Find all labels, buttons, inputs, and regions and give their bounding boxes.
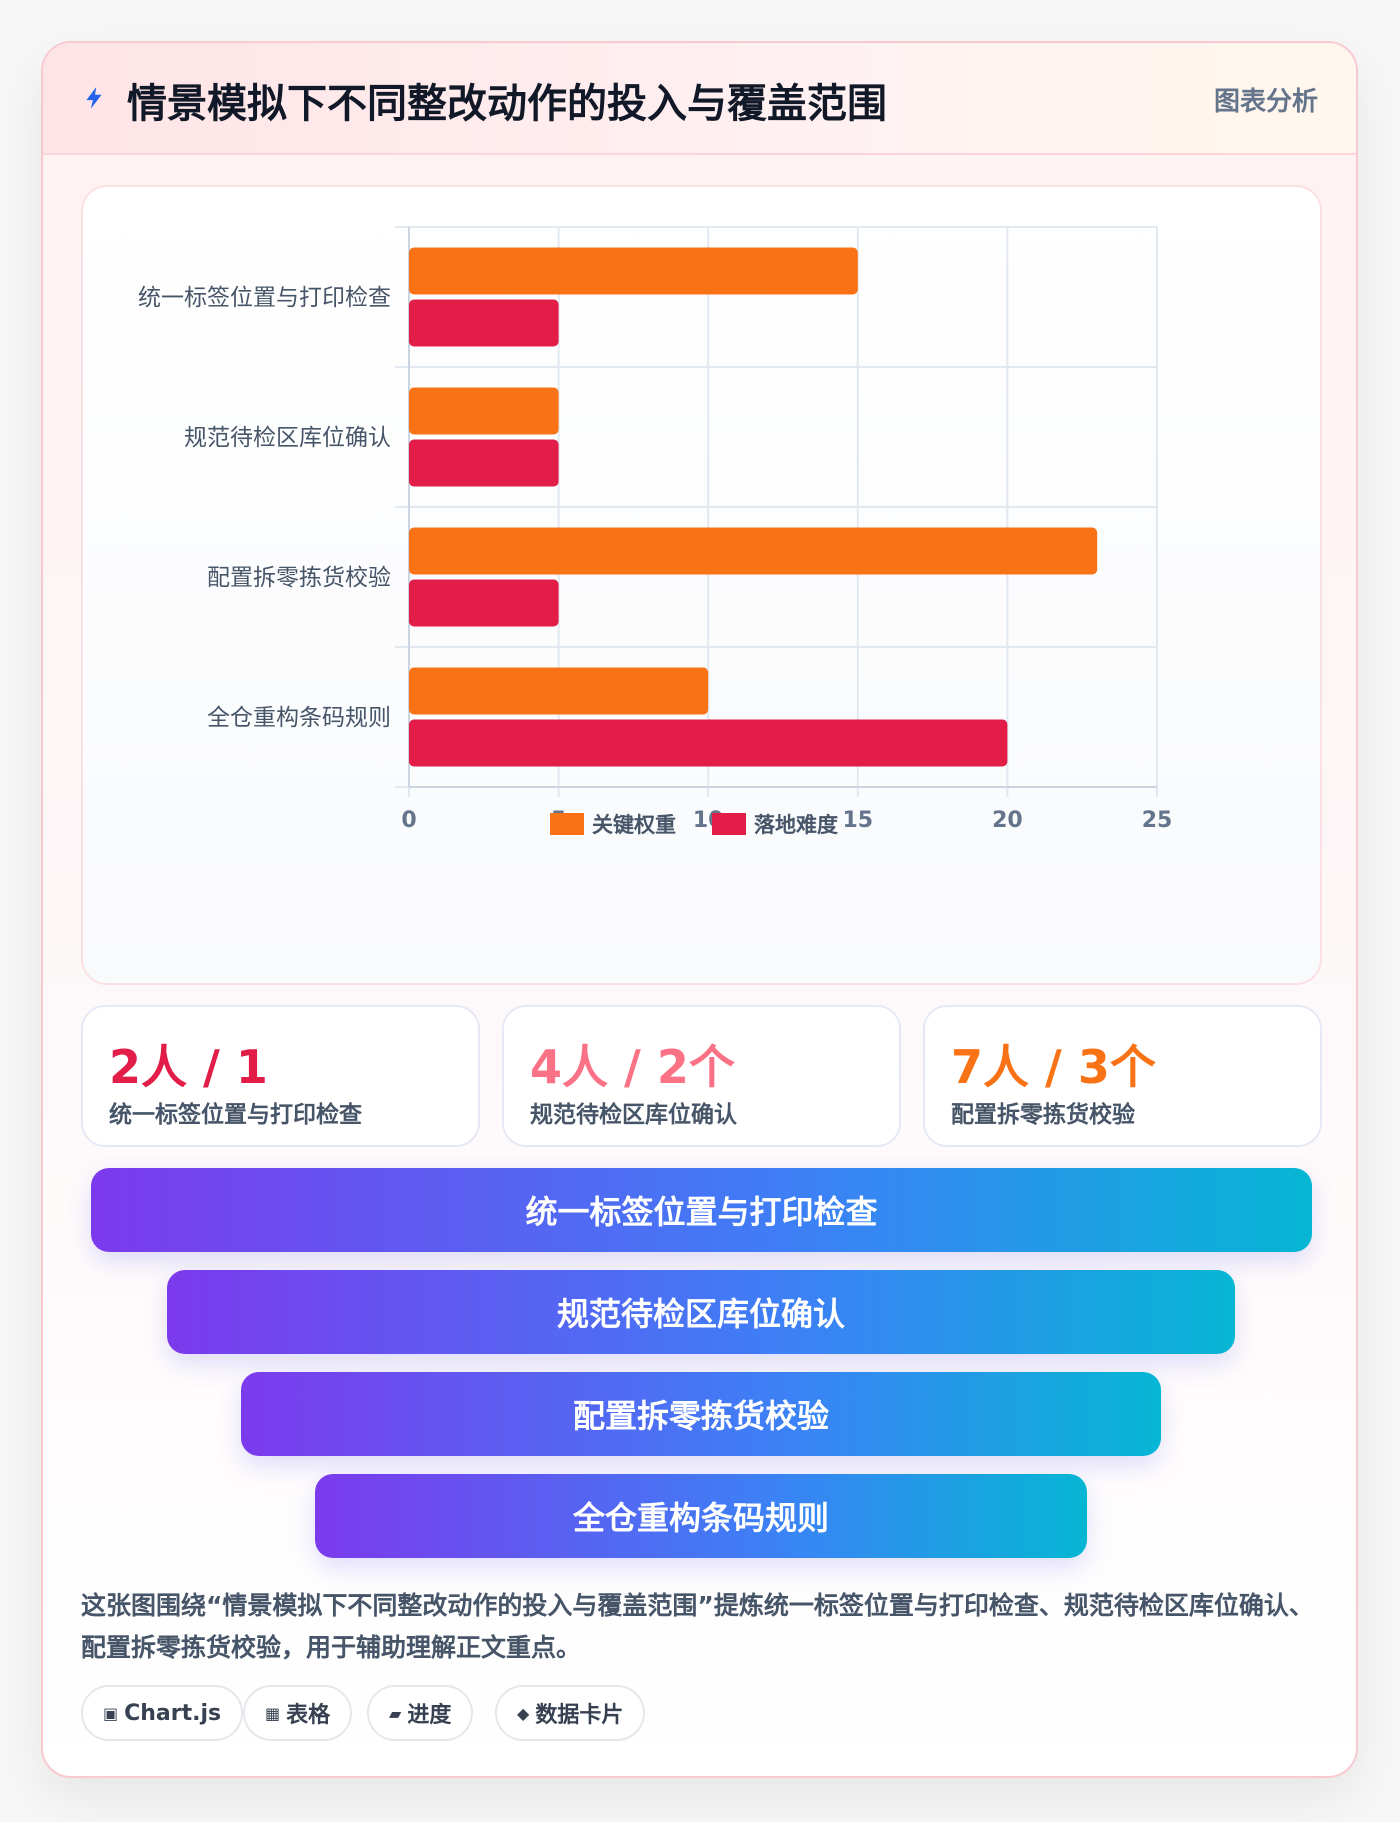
bar (409, 247, 858, 295)
chart-icon: ▣ (103, 1703, 119, 1723)
x-tick-label: 20 (992, 808, 1023, 833)
funnel-step: 全仓重构条码规则 (315, 1474, 1087, 1558)
y-tick-label: 配置拆零拣货校验 (207, 565, 391, 591)
stat-card: 2人 / 1 统一标签位置与打印检查 (81, 1005, 480, 1147)
legend-label: 关键权重 (592, 813, 676, 837)
progress-icon: ▰ (389, 1703, 402, 1723)
bar (409, 439, 559, 487)
summary-text: 这张图围绕“情景模拟下不同整改动作的投入与覆盖范围”提炼统一标签位置与打印检查、… (81, 1591, 1314, 1662)
bar (409, 527, 1098, 575)
x-tick-label: 15 (842, 808, 873, 833)
data-card-icon: ◆ (517, 1703, 530, 1723)
card-header: 情景模拟下不同整改动作的投入与覆盖范围 图表分析 (43, 43, 1356, 155)
chart-card: 情景模拟下不同整改动作的投入与覆盖范围 图表分析 0510152025统一标签位… (41, 41, 1358, 1778)
lightning-icon (86, 87, 102, 109)
stat-cards: 2人 / 1 统一标签位置与打印检查 4人 / 2个 规范待检区库位确认 7人 … (81, 1005, 1322, 1147)
tag-label: 数据卡片 (535, 1703, 624, 1728)
tag-label: Chart.js (124, 1700, 222, 1726)
bar-chart: 0510152025统一标签位置与打印检查规范待检区库位确认配置拆零拣货校验全仓… (138, 226, 1173, 837)
bar (409, 579, 559, 627)
table-icon: ▦ (265, 1703, 281, 1723)
y-tick-label: 统一标签位置与打印检查 (138, 285, 391, 311)
funnel-step: 规范待检区库位确认 (167, 1270, 1235, 1354)
stat-label: 统一标签位置与打印检查 (109, 1102, 362, 1128)
y-tick-label: 规范待检区库位确认 (184, 425, 391, 451)
tag-data-card[interactable]: ◆ 数据卡片 (495, 1685, 646, 1741)
tag-table[interactable]: ▦ 表格 (243, 1685, 353, 1741)
page-title: 情景模拟下不同整改动作的投入与覆盖范围 (127, 81, 887, 127)
tag-chartjs[interactable]: ▣ Chart.js (81, 1685, 244, 1741)
stat-card: 4人 / 2个 规范待检区库位确认 (502, 1005, 901, 1147)
legend-swatch (712, 813, 746, 835)
y-tick-label: 全仓重构条码规则 (207, 705, 391, 731)
bar (409, 299, 559, 347)
stat-card: 7人 / 3个 配置拆零拣货校验 (923, 1005, 1322, 1147)
tag-label: 表格 (286, 1703, 331, 1728)
stat-label: 规范待检区库位确认 (530, 1102, 737, 1128)
stat-value: 2人 / 1 (109, 1040, 268, 1094)
legend-label: 落地难度 (754, 813, 838, 837)
tag-label: 进度 (407, 1703, 452, 1728)
stat-value: 7人 / 3个 (951, 1040, 1156, 1094)
stat-value: 4人 / 2个 (530, 1040, 735, 1094)
chart-analysis-label: 图表分析 (1213, 87, 1318, 117)
funnel-step: 统一标签位置与打印检查 (91, 1168, 1312, 1252)
x-tick-label: 0 (401, 808, 416, 833)
x-tick-label: 25 (1142, 808, 1173, 833)
bar (409, 667, 709, 715)
chart-panel: 0510152025统一标签位置与打印检查规范待检区库位确认配置拆零拣货校验全仓… (81, 185, 1322, 985)
legend-swatch (550, 813, 584, 835)
stat-label: 配置拆零拣货校验 (951, 1102, 1135, 1128)
funnel-step: 配置拆零拣货校验 (241, 1372, 1161, 1456)
tag-progress[interactable]: ▰ 进度 (367, 1685, 474, 1741)
bar (409, 387, 559, 435)
bar (409, 719, 1008, 767)
